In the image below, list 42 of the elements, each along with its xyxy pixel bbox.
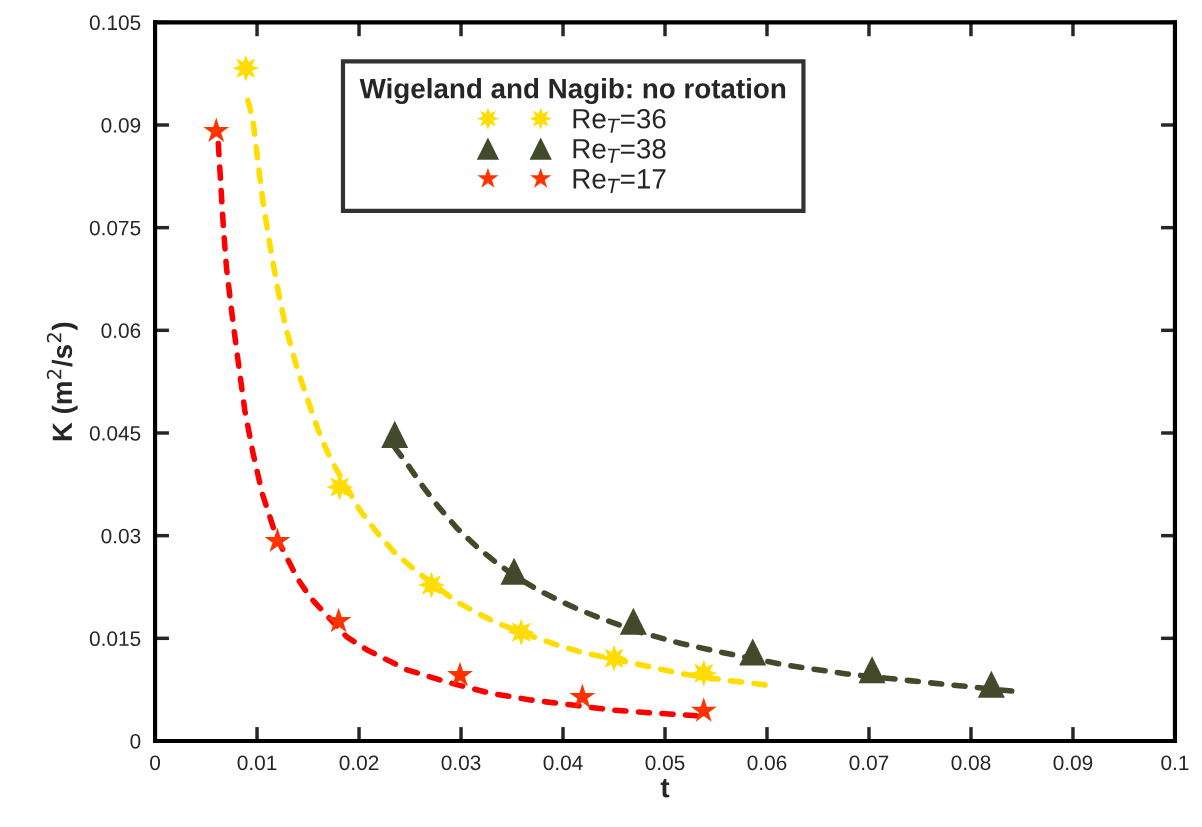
y-tick-label: 0.075 [89, 220, 141, 236]
x-tick-label: 0.1 [1161, 755, 1189, 771]
y-tick-label: 0.06 [101, 323, 141, 339]
legend-label: Re$_{T}$=38 [573, 138, 666, 163]
point [600, 644, 628, 672]
point [417, 571, 445, 599]
y-tick-label: 0 [130, 733, 141, 749]
x-axis-title: t [660, 779, 670, 798]
point [507, 618, 535, 646]
legend-label: Re$_{T}$=36 [573, 108, 666, 133]
y-tick-label: 0.09 [101, 118, 141, 133]
x-tick-label: 0.03 [441, 755, 481, 771]
point [381, 420, 409, 448]
x-tick-label: 0 [150, 755, 161, 771]
point [690, 697, 717, 722]
point [569, 683, 596, 709]
x-tick-label: 0.04 [543, 755, 583, 771]
point [858, 656, 886, 684]
legend-title: Wigeland and Nagib: no rotation [359, 78, 786, 105]
y-tick-label: 0.045 [89, 425, 141, 441]
point [264, 527, 291, 553]
point [203, 117, 230, 143]
x-tick-label: 0.01 [237, 755, 277, 771]
x-tick-label: 0.08 [951, 755, 991, 771]
point [500, 557, 528, 585]
legend-label: Re$_{T}$=17 [573, 169, 666, 193]
point [619, 607, 647, 635]
point [690, 659, 718, 687]
y-tick-label: 0.03 [101, 528, 141, 544]
point [739, 638, 767, 666]
y-axis-title: K (m$^{2}$/s$^{2}$) [46, 322, 78, 441]
x-tick-label: 0.05 [645, 755, 685, 771]
point [977, 670, 1005, 698]
x-tick-label: 0.07 [849, 755, 889, 771]
x-tick-label: 0.02 [339, 755, 379, 771]
point [447, 661, 473, 687]
x-tick-label: 0.06 [747, 755, 787, 771]
point [232, 54, 260, 82]
y-tick-label: 0.015 [89, 631, 141, 647]
y-tick-label: 0.105 [89, 15, 141, 31]
x-tick-label: 0.09 [1053, 755, 1093, 771]
point [325, 607, 352, 633]
